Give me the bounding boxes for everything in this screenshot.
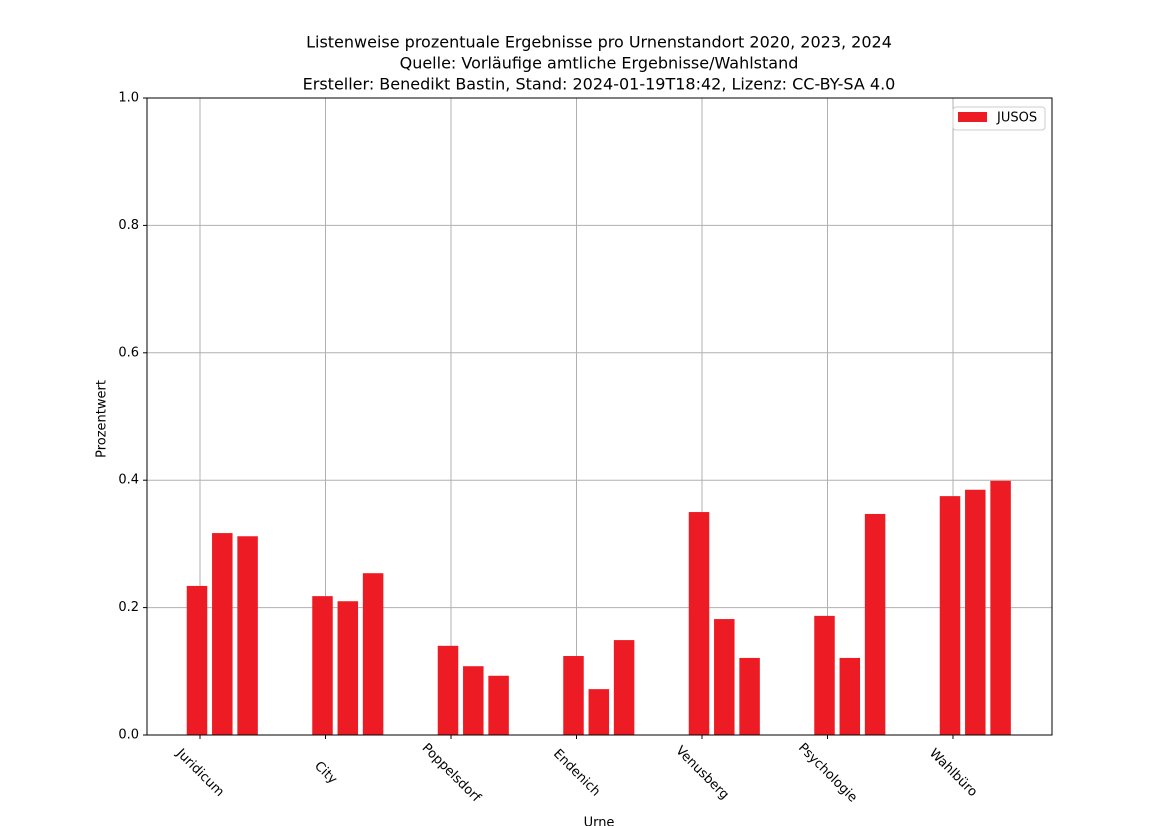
bar <box>437 645 459 735</box>
bar <box>488 675 509 735</box>
bar <box>864 513 886 735</box>
bar <box>739 657 760 735</box>
bar <box>588 689 610 735</box>
bar <box>362 573 384 735</box>
bar <box>814 615 835 735</box>
y-tick-label: 0.8 <box>118 218 139 233</box>
x-tick-label: Endenich <box>550 747 603 800</box>
bar <box>212 533 233 735</box>
x-tick-label: Poppelsdorf <box>419 741 484 806</box>
y-tick-label: 0.6 <box>118 345 139 360</box>
y-tick-label: 0.0 <box>118 728 139 743</box>
bar <box>312 596 333 735</box>
legend-label: JUSOS <box>996 111 1037 126</box>
bar <box>186 585 208 735</box>
x-tick-label: Wahlbüro <box>926 746 980 800</box>
chart-title: Listenweise prozentuale Ergebnisse pro U… <box>306 33 892 52</box>
y-tick-label: 1.0 <box>118 91 139 106</box>
y-tick-label: 0.4 <box>118 473 139 488</box>
chart-subtitle: Ersteller: Benedikt Bastin, Stand: 2024-… <box>303 75 896 94</box>
bar <box>613 640 635 735</box>
plot-frame <box>146 97 1053 736</box>
bar <box>839 657 861 735</box>
bar <box>688 512 710 735</box>
x-axis-label: Urne <box>584 816 615 826</box>
bar <box>714 619 735 735</box>
y-axis-label: Prozentwert <box>95 380 110 458</box>
x-tick-label: Juridicum <box>172 745 226 799</box>
bar <box>965 489 986 735</box>
x-tick-label: Psychologie <box>795 741 860 806</box>
bar <box>563 656 584 735</box>
x-tick-label: Venusberg <box>672 743 731 802</box>
bar <box>990 480 1011 735</box>
legend-swatch <box>958 112 987 122</box>
y-tick-label: 0.2 <box>118 600 139 615</box>
bar <box>463 666 484 735</box>
bar <box>237 536 258 735</box>
bar <box>939 496 961 735</box>
bar <box>337 601 359 735</box>
x-tick-label: City <box>311 759 340 788</box>
chart-subtitle: Quelle: Vorläufige amtliche Ergebnisse/W… <box>400 54 799 73</box>
